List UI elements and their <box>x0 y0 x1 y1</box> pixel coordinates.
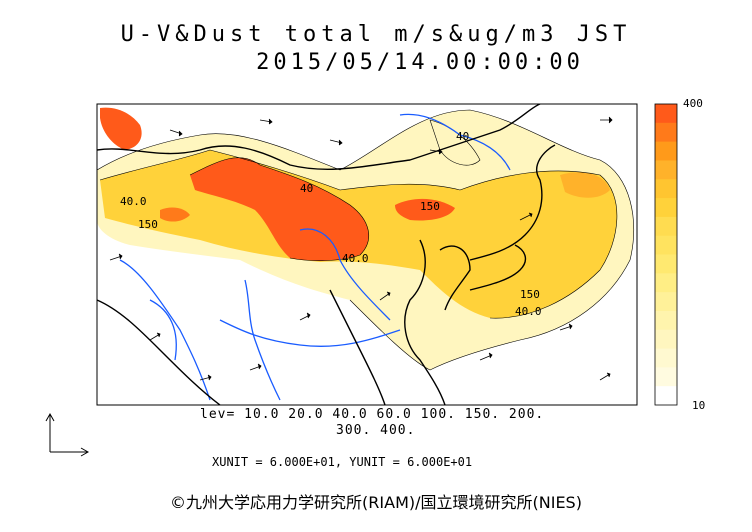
chart-timestamp: 2015/05/14.00:00:00 <box>256 50 584 75</box>
rivers <box>119 113 511 401</box>
contour-label: 150 <box>520 288 540 301</box>
colorbar-swatch <box>655 348 677 368</box>
colorbar-swatch <box>655 329 677 350</box>
colorbar-max-label: 400 <box>683 97 703 110</box>
contour-label: 40 <box>300 182 313 195</box>
colorbar-swatch <box>655 292 677 312</box>
colorbar-frame <box>654 103 678 406</box>
level-legend-cont: 300. 400. <box>336 423 416 438</box>
coastlines <box>97 104 556 405</box>
contour-label: 150 <box>420 200 440 213</box>
colorbar-swatch <box>655 367 677 387</box>
dust-region-high-west <box>100 107 142 150</box>
contour-label: 150 <box>138 218 158 231</box>
contour-label: 40.0 <box>120 195 147 208</box>
contour-lines <box>97 109 635 371</box>
colorbar-swatch <box>655 235 677 255</box>
colorbar <box>655 104 677 406</box>
colorbar-swatch <box>655 179 677 199</box>
colorbar-swatch <box>655 104 677 124</box>
contour-label: 40.0 <box>342 252 369 265</box>
dust-region-high-mid <box>160 207 190 222</box>
colorbar-swatch <box>655 273 677 293</box>
colorbar-swatch <box>655 141 677 161</box>
map-frame <box>96 103 638 406</box>
unit-legend: XUNIT = 6.000E+01, YUNIT = 6.000E+01 <box>212 455 473 469</box>
dust-region-high-east <box>395 198 455 221</box>
colorbar-swatch <box>655 310 677 331</box>
colorbar-swatch <box>655 160 677 180</box>
contour-label: 40 <box>456 130 469 143</box>
level-legend: lev= 10.0 20.0 40.0 60.0 100. 150. 200. <box>200 407 545 422</box>
dust-region-east-core <box>560 172 610 198</box>
colorbar-swatch <box>655 216 677 237</box>
reference-vector <box>45 412 90 457</box>
wind-vectors <box>109 116 613 381</box>
copyright-credit: ©九州大学応用力学研究所(RIAM)/国立環境研究所(NIES) <box>170 493 582 512</box>
colorbar-swatch <box>655 122 677 143</box>
chart-title: U-V&Dust total m/s&ug/m3 JST <box>120 22 632 47</box>
colorbar-swatch <box>655 386 677 406</box>
colorbar-min-label: 10 <box>692 399 706 412</box>
colorbar-swatch <box>655 254 677 274</box>
colorbar-swatch <box>655 198 677 218</box>
contour-label: 40.0 <box>515 305 542 318</box>
